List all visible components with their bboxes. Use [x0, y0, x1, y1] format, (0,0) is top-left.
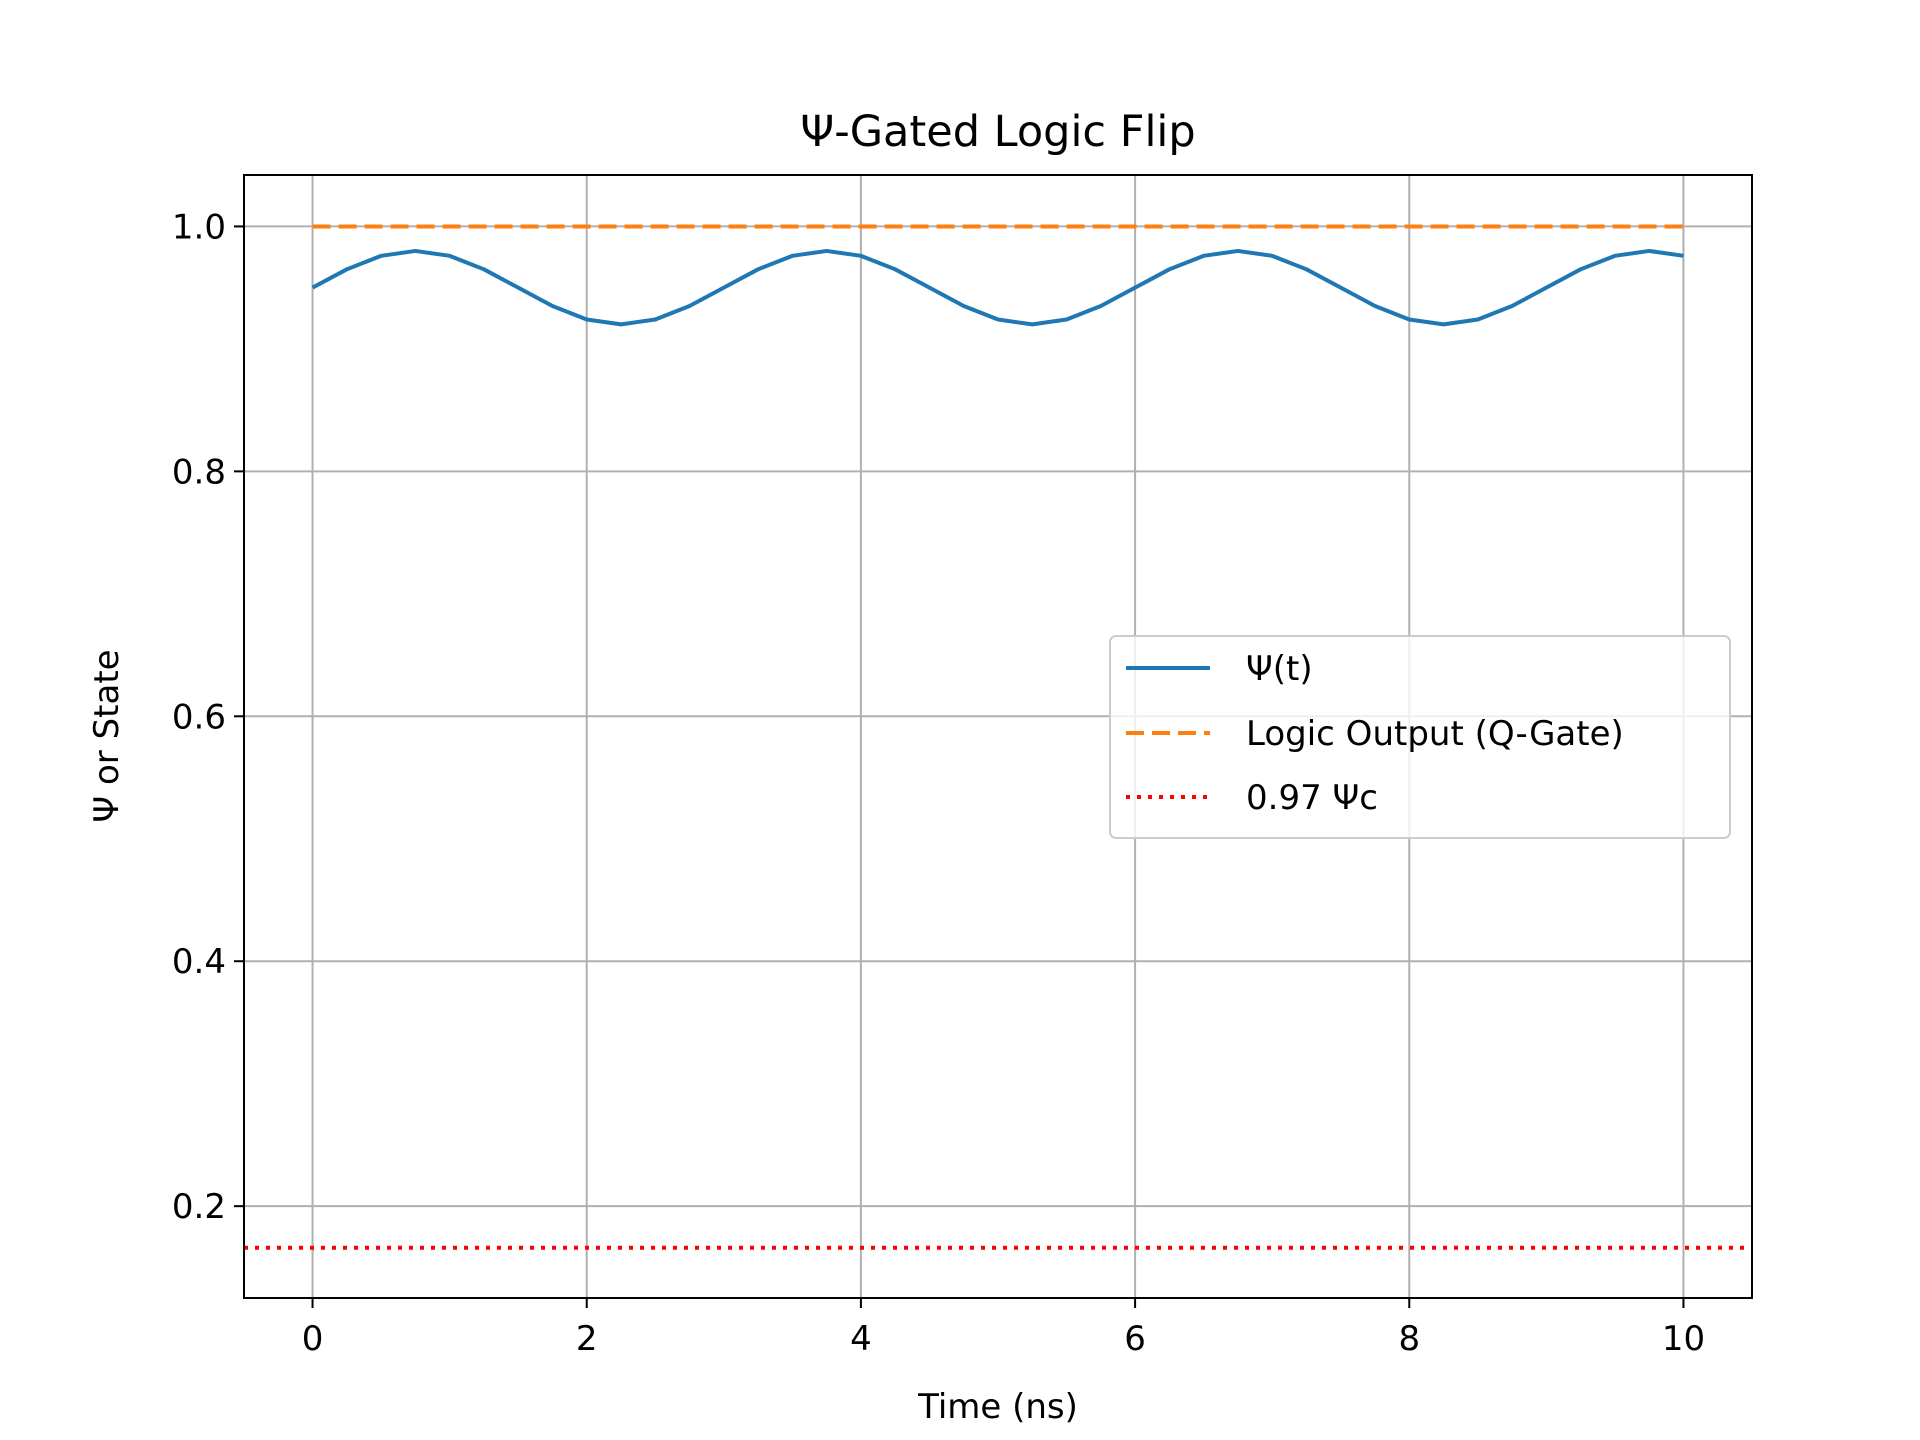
y-tick-label: 0.6: [172, 697, 226, 737]
y-tick-label: 0.2: [172, 1187, 226, 1227]
chart-title: Ψ-Gated Logic Flip: [800, 107, 1195, 157]
legend: Ψ(t) Logic Output (Q-Gate) 0.97 Ψc: [1109, 635, 1731, 839]
ticks: 0 2 4 6 8 10 0.2 0.4 0.6 0.8 1.0: [172, 207, 1705, 1359]
legend-label: Logic Output (Q-Gate): [1246, 714, 1624, 754]
x-tick-label: 10: [1662, 1319, 1705, 1359]
series-line-1: [311, 248, 1684, 327]
x-tick-label: 8: [1398, 1319, 1420, 1359]
x-tick-label: 2: [576, 1319, 598, 1359]
x-tick-label: 0: [302, 1319, 324, 1359]
legend-label: Ψ(t): [1246, 649, 1313, 689]
y-axis-title: Ψ or State: [87, 649, 127, 822]
x-tick-label: 6: [1124, 1319, 1146, 1359]
y-tick-label: 0.8: [172, 452, 226, 492]
legend-label: 0.97 Ψc: [1246, 778, 1378, 818]
series-layer: [244, 224, 1752, 1250]
x-axis-title: Time (ns): [917, 1387, 1078, 1427]
y-tick-label: 0.4: [172, 942, 226, 982]
x-tick-label: 4: [850, 1319, 872, 1359]
y-tick-label: 1.0: [172, 207, 226, 247]
plot-frame: [243, 174, 1753, 1299]
legend-items: Ψ(t) Logic Output (Q-Gate) 0.97 Ψc: [1126, 649, 1624, 818]
legend-frame: [1109, 635, 1731, 839]
